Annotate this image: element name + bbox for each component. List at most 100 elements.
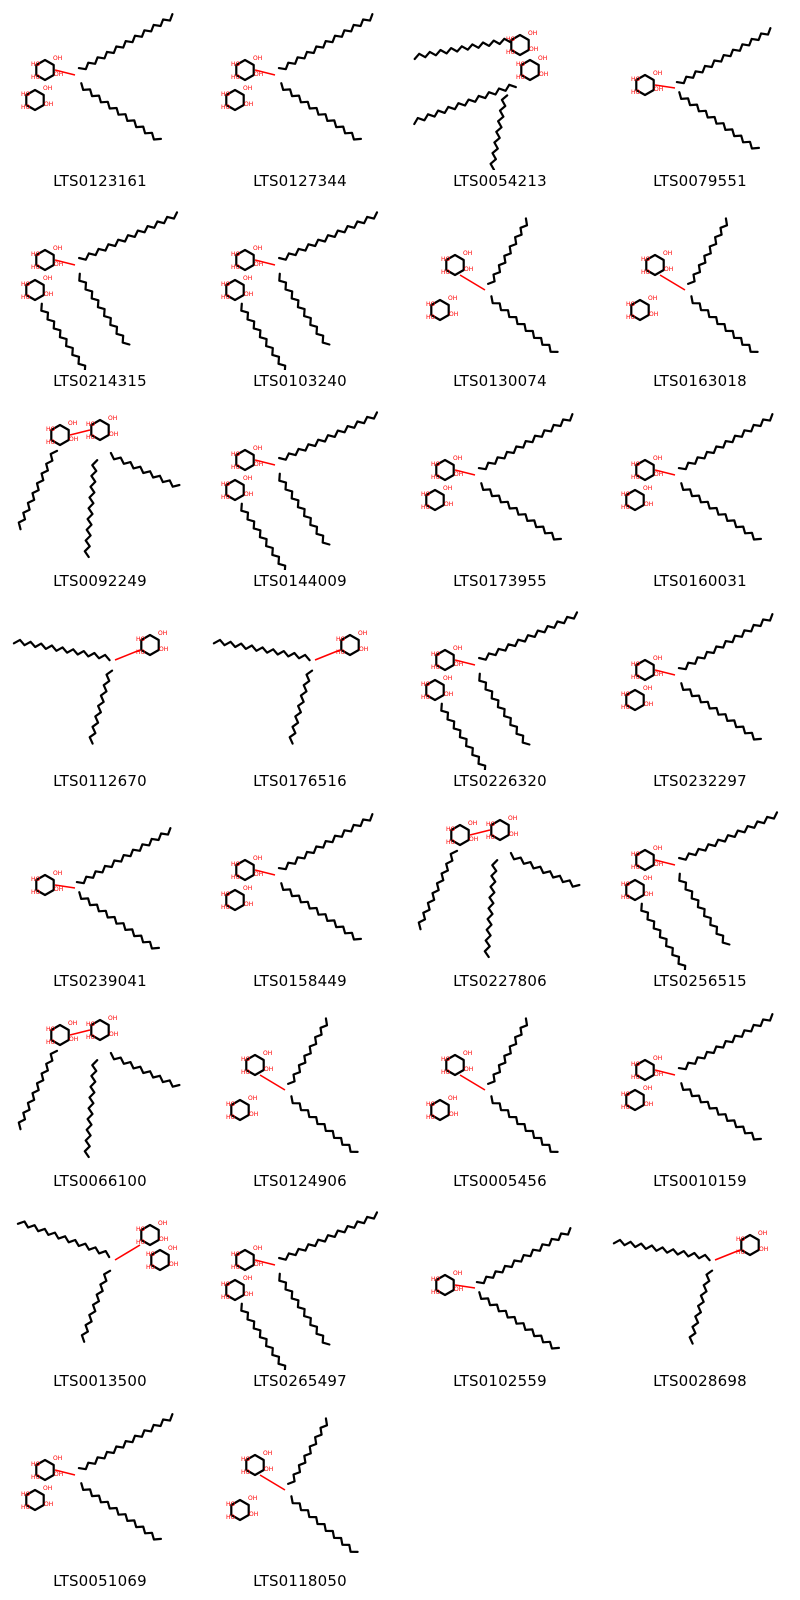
molecule-id-label: LTS0051069 bbox=[53, 1572, 147, 1590]
molecule-id-label: LTS0005456 bbox=[453, 1172, 547, 1190]
sugar-ring bbox=[635, 458, 655, 482]
fatty-acid-chain bbox=[417, 849, 459, 931]
molecule-id-label: LTS0066100 bbox=[53, 1172, 147, 1190]
sugar-ring bbox=[635, 1058, 655, 1082]
atom-label: OH bbox=[264, 1466, 273, 1473]
atom-label: OH bbox=[358, 630, 367, 637]
molecule-id-label: LTS0176516 bbox=[253, 772, 347, 790]
sugar-ring bbox=[50, 1023, 70, 1047]
atom-label: OH bbox=[54, 261, 63, 268]
sugar-ring bbox=[90, 418, 110, 442]
atom-label: OH bbox=[248, 1495, 257, 1502]
atom-label: OH bbox=[653, 455, 662, 462]
atom-label: OH bbox=[648, 295, 657, 302]
atom-label: HO bbox=[426, 314, 436, 321]
atom-label: OH bbox=[254, 871, 263, 878]
atom-label: HO bbox=[426, 1114, 436, 1121]
molecule-id-label: LTS0028698 bbox=[653, 1372, 747, 1390]
atom-label: OH bbox=[253, 55, 262, 62]
atom-label: OH bbox=[644, 1101, 653, 1108]
atom-label: HO bbox=[21, 91, 31, 98]
atom-label: HO bbox=[621, 881, 631, 888]
atom-label: OH bbox=[444, 501, 453, 508]
atom-label: OH bbox=[54, 1471, 63, 1478]
atom-label: HO bbox=[631, 851, 641, 858]
sugar-ring bbox=[630, 298, 650, 322]
molecule-cell: HO OH OH HO HO OH OH HO LTS0163018 bbox=[600, 200, 800, 400]
sugar-ring bbox=[245, 1453, 265, 1477]
atom-label: OH bbox=[454, 661, 463, 668]
sugar-ring bbox=[225, 888, 245, 912]
molecule-id-label: LTS0130074 bbox=[453, 372, 547, 390]
atom-label: OH bbox=[53, 1455, 62, 1462]
fatty-acid-chain bbox=[78, 891, 160, 950]
fatty-acid-chain bbox=[413, 83, 517, 126]
atom-label: HO bbox=[506, 36, 516, 43]
atom-label: HO bbox=[736, 1236, 746, 1243]
fatty-acid-chain bbox=[290, 1095, 359, 1153]
fatty-acid-chain bbox=[109, 451, 181, 488]
fatty-acid-chain bbox=[612, 1238, 711, 1262]
atom-label: HO bbox=[631, 76, 641, 83]
sugar-ring bbox=[225, 1278, 245, 1302]
fatty-acid-chain bbox=[286, 1417, 329, 1486]
fatty-acid-chain bbox=[17, 1049, 59, 1131]
atom-label: OH bbox=[649, 311, 658, 318]
atom-label: OH bbox=[44, 1501, 53, 1508]
fatty-acid-chain bbox=[486, 1017, 529, 1086]
atom-label: HO bbox=[631, 1074, 641, 1081]
fatty-acid-chain bbox=[490, 1095, 559, 1153]
atom-label: OH bbox=[653, 845, 662, 852]
atom-label: HO bbox=[626, 301, 636, 308]
atom-label: HO bbox=[431, 1289, 441, 1296]
atom-label: OH bbox=[253, 1245, 262, 1252]
atom-label: OH bbox=[653, 655, 662, 662]
atom-label: HO bbox=[231, 451, 241, 458]
atom-label: OH bbox=[68, 1020, 77, 1027]
atom-label: OH bbox=[644, 501, 653, 508]
atom-label: OH bbox=[158, 630, 167, 637]
molecule-id-label: LTS0054213 bbox=[453, 172, 547, 190]
ester-linkage bbox=[254, 259, 276, 266]
molecule-id-label: LTS0103240 bbox=[253, 372, 347, 390]
sugar-ring bbox=[25, 278, 45, 302]
atom-label: HO bbox=[86, 421, 96, 428]
fatty-acid-chain bbox=[83, 459, 99, 559]
molecule-cell: HO OH OH HO HO OH OH HO LTS0005456 bbox=[400, 1000, 600, 1200]
atom-label: OH bbox=[249, 1111, 258, 1118]
fatty-acid-chain bbox=[278, 272, 331, 346]
ester-linkage bbox=[69, 1029, 91, 1036]
fatty-acid-chain bbox=[677, 1013, 774, 1071]
atom-label: HO bbox=[631, 89, 641, 96]
molecule-cell: HO OH OH HO HO OH OH HO LTS0124906 bbox=[200, 1000, 400, 1200]
sugar-ring bbox=[635, 658, 655, 682]
atom-label: HO bbox=[421, 681, 431, 688]
sugar-ring bbox=[225, 88, 245, 112]
fatty-acid-chain bbox=[680, 682, 762, 741]
sugar-ring bbox=[340, 633, 360, 657]
atom-label: OH bbox=[443, 485, 452, 492]
atom-label: OH bbox=[468, 820, 477, 827]
atom-label: HO bbox=[516, 61, 526, 68]
sugar-ring bbox=[230, 1498, 250, 1522]
atom-label: OH bbox=[453, 645, 462, 652]
molecule-id-label: LTS0118050 bbox=[253, 1572, 347, 1590]
atom-label: OH bbox=[254, 71, 263, 78]
molecule-cell: HO OH OH HO HO OH OH HO LTS0232297 bbox=[600, 600, 800, 800]
molecule-structure: HO OH OH HO bbox=[12, 630, 168, 745]
sugar-ring bbox=[35, 1458, 55, 1482]
atom-label: HO bbox=[421, 504, 431, 511]
molecule-cell: HO OH OH HO LTS0079551 bbox=[600, 0, 800, 200]
atom-label: HO bbox=[136, 636, 146, 643]
atom-label: HO bbox=[46, 439, 56, 446]
atom-label: OH bbox=[243, 1275, 252, 1282]
atom-label: OH bbox=[643, 1085, 652, 1092]
atom-label: OH bbox=[244, 291, 253, 298]
sugar-ring bbox=[25, 88, 45, 112]
ester-linkage bbox=[254, 459, 276, 466]
